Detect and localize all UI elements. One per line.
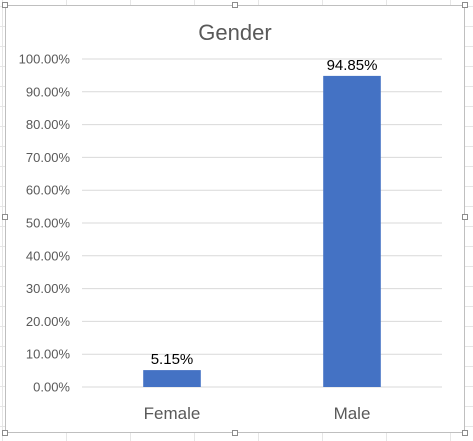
resize-handle-bottom-left[interactable] bbox=[2, 430, 8, 436]
y-tick-label: 70.00% bbox=[26, 150, 71, 165]
y-tick-label: 40.00% bbox=[26, 248, 71, 263]
y-tick-label: 10.00% bbox=[26, 347, 71, 362]
resize-handle-bottom-right[interactable] bbox=[462, 430, 468, 436]
bar-male bbox=[323, 75, 381, 387]
resize-handle-top-left[interactable] bbox=[2, 2, 8, 8]
y-tick-label: 30.00% bbox=[26, 281, 71, 296]
chart-title: Gender bbox=[198, 20, 272, 45]
resize-handle-top[interactable] bbox=[232, 2, 238, 8]
resize-handle-top-right[interactable] bbox=[462, 2, 468, 8]
data-label: 94.85% bbox=[327, 57, 378, 74]
y-tick-label: 20.00% bbox=[26, 314, 71, 329]
resize-handle-bottom[interactable] bbox=[232, 430, 238, 436]
resize-handle-right[interactable] bbox=[462, 214, 468, 220]
chart-frame[interactable]: Gender bbox=[5, 5, 465, 433]
y-tick-label: 90.00% bbox=[26, 84, 71, 99]
x-category-label: Female bbox=[144, 404, 201, 423]
y-tick-label: 100.00% bbox=[19, 52, 71, 67]
resize-handle-left[interactable] bbox=[2, 214, 8, 220]
bar-female bbox=[143, 370, 201, 387]
x-category-label: Male bbox=[334, 404, 371, 423]
y-tick-label: 0.00% bbox=[33, 380, 70, 395]
y-tick-label: 60.00% bbox=[26, 183, 71, 198]
data-label: 5.15% bbox=[151, 351, 194, 368]
y-tick-label: 80.00% bbox=[26, 117, 71, 132]
y-tick-label: 50.00% bbox=[26, 216, 71, 231]
